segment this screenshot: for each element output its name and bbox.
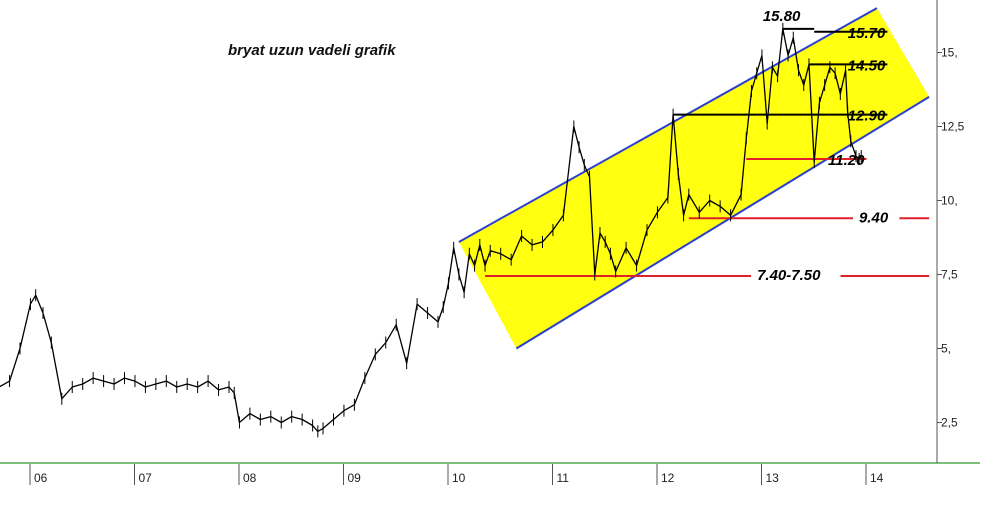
level-label-7.40-7.50: 7.40-7.50: [757, 267, 821, 284]
level-label-bg-9.40: [852, 209, 900, 228]
level-label-9.40: 9.40: [859, 209, 889, 226]
trend-channel-band: [458, 8, 930, 349]
x-tick-label: 10: [452, 471, 466, 485]
x-tick-label: 08: [243, 471, 257, 485]
x-tick-label: 14: [870, 471, 884, 485]
y-tick-label: 7,5: [941, 268, 958, 282]
x-tick-label: 13: [766, 471, 780, 485]
level-label-15.70: 15.70: [848, 25, 886, 42]
y-tick-label: 2,5: [941, 416, 958, 430]
channel-upper-line: [458, 7, 878, 243]
y-tick-label: 15,: [941, 46, 958, 60]
channel-lower-line: [515, 96, 930, 350]
x-tick-label: 12: [661, 471, 675, 485]
y-tick-label: 10,: [941, 194, 958, 208]
chart-title: bryat uzun vadeli grafik: [228, 42, 396, 59]
level-label-bg-7.40-7.50: [751, 266, 841, 285]
y-tick-label: 5,: [941, 342, 951, 356]
y-tick-label: 12,5: [941, 120, 965, 134]
x-tick-label: 09: [348, 471, 362, 485]
x-tick-label: 06: [34, 471, 48, 485]
level-label-12.90: 12.90: [848, 108, 886, 125]
x-tick-label: 11: [557, 471, 570, 485]
x-tick-label: 07: [139, 471, 153, 485]
level-label-15.80: 15.80: [763, 8, 801, 25]
level-label-14.50: 14.50: [848, 57, 886, 74]
